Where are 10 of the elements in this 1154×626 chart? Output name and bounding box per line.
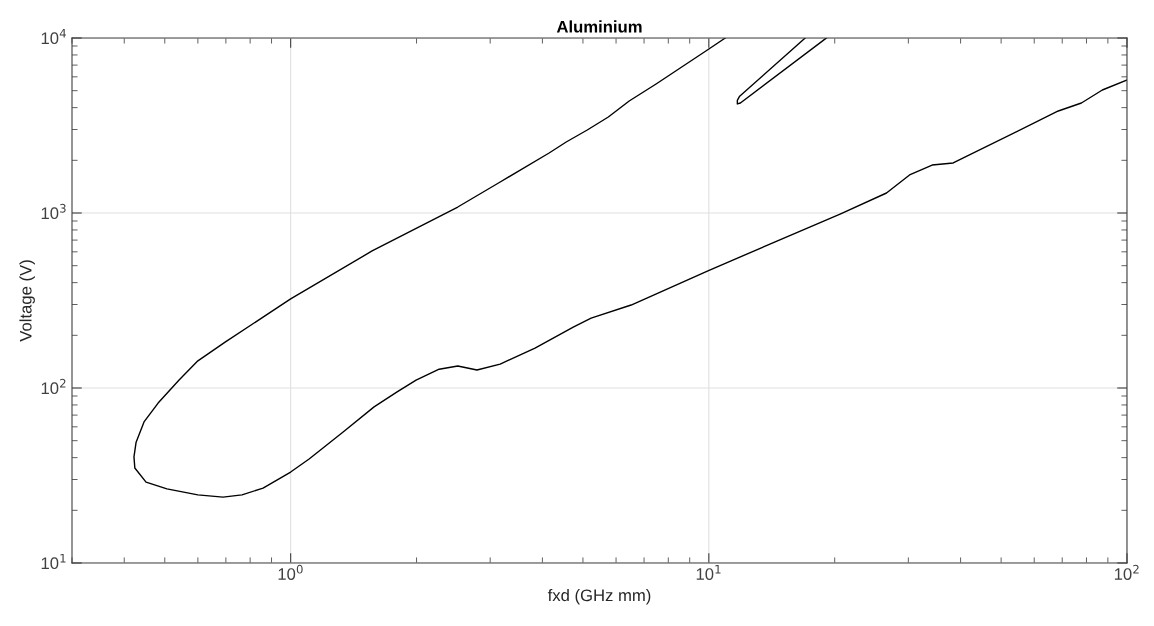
chart-title: Aluminium — [556, 20, 642, 33]
y-tick-label: 10$^{1}$ — [41, 554, 66, 570]
x-axis-title: fxd (GHz mm) — [547, 588, 651, 605]
y-tick-label: 10$^{4}$ — [41, 29, 66, 45]
x-tick-label: 10$^{1}$ — [696, 564, 721, 580]
y-tick-label: 10$^{3}$ — [41, 203, 66, 220]
y-tick-label: 10$^{2}$ — [41, 378, 66, 395]
x-tick-label: 10$^{0}$ — [278, 564, 303, 580]
x-tick-label: 10$^{2}$ — [1114, 564, 1139, 580]
y-axis-title: Voltage (V) — [19, 260, 35, 342]
